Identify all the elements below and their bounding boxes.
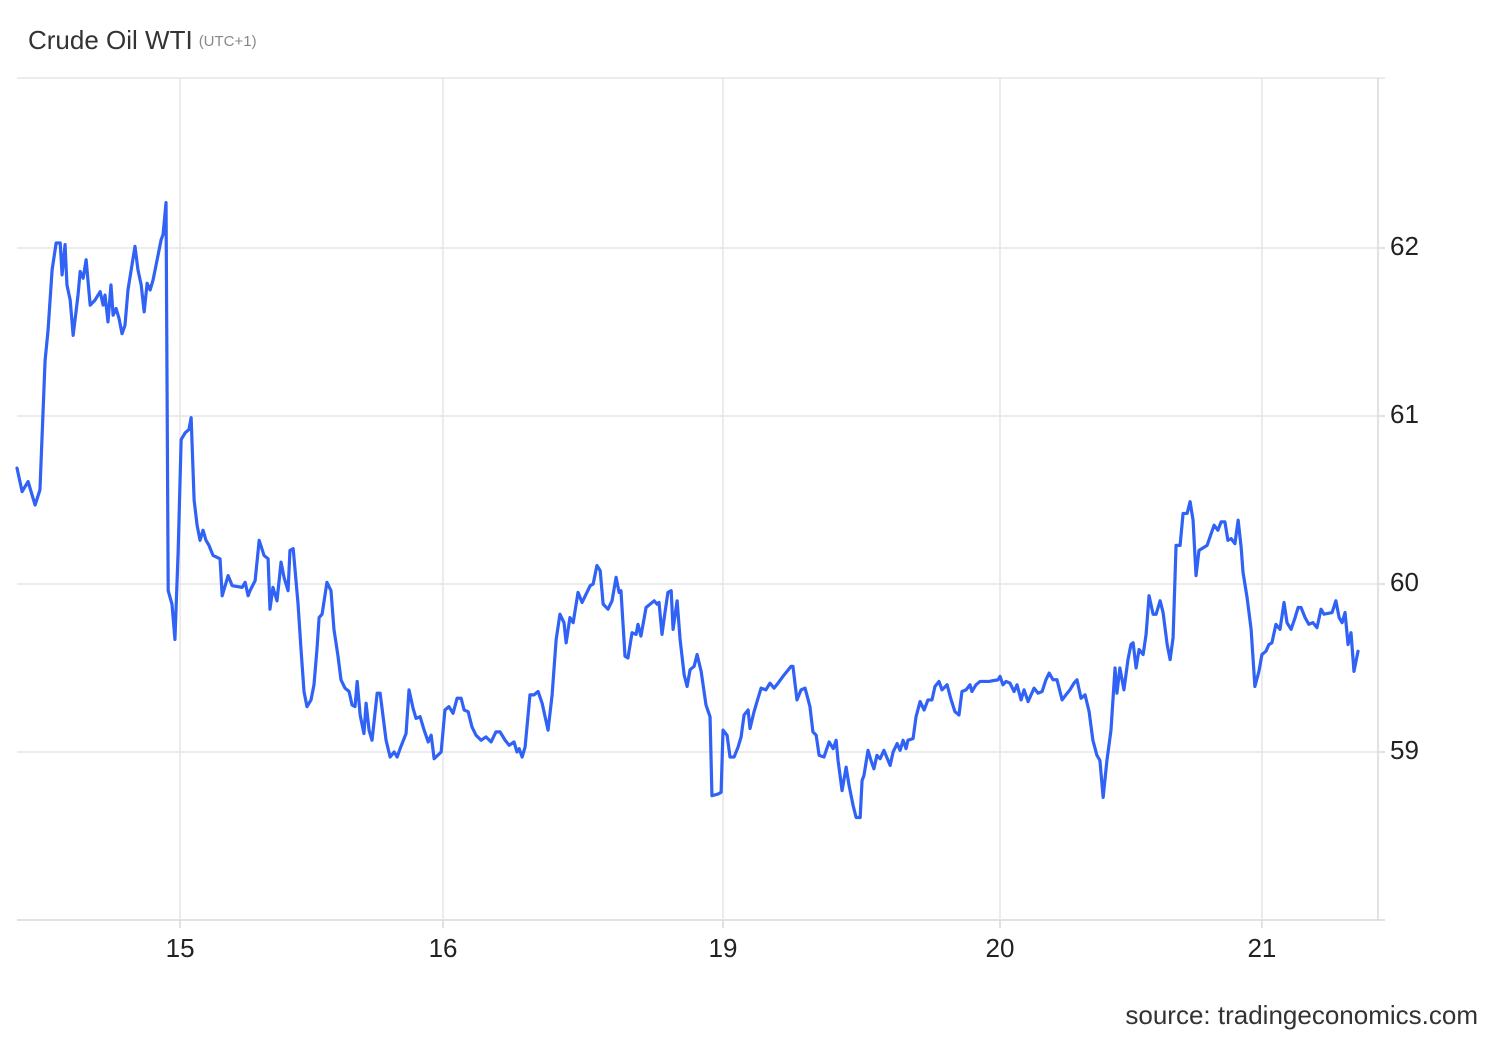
source-note: source: tradingeconomics.com (1125, 1000, 1478, 1030)
chart-title: Crude Oil WTI (28, 25, 193, 55)
price-line (15, 201, 1360, 820)
y-tick-label: 62 (1390, 231, 1419, 261)
x-tick-label: 21 (1247, 933, 1276, 963)
x-tick-label: 20 (986, 933, 1015, 963)
x-tick-label: 19 (709, 933, 738, 963)
x-tick-label: 16 (429, 933, 458, 963)
y-tick-label: 59 (1390, 735, 1419, 765)
x-tick-label: 15 (166, 933, 195, 963)
chart-title-row: Crude Oil WTI (UTC+1) (28, 25, 257, 55)
y-tick-label: 60 (1390, 567, 1419, 597)
chart-subtitle: (UTC+1) (199, 33, 257, 50)
y-tick-label: 61 (1390, 399, 1419, 429)
